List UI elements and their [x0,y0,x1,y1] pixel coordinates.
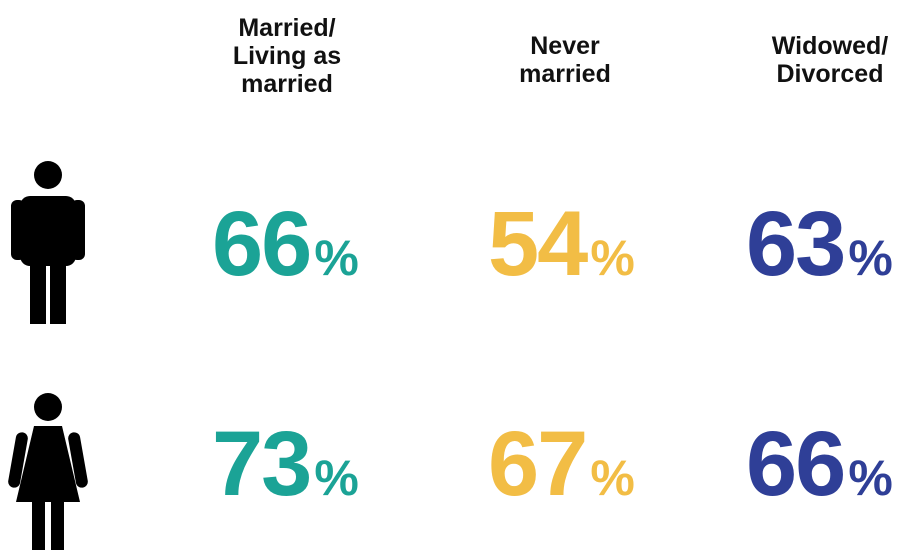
value-number: 66 [212,193,312,295]
value-men-married: 66% [212,198,359,290]
percent-sign: % [314,230,359,286]
header-widowed-divorced: Widowed/ Divorced [771,32,889,88]
percent-sign: % [848,230,893,286]
value-number: 67 [488,413,588,515]
man-icon [11,161,85,324]
value-number: 73 [212,413,312,515]
percent-sign: % [590,450,635,506]
percent-sign: % [590,230,635,286]
value-number: 66 [746,413,846,515]
value-men-never-married: 54% [488,198,635,290]
percent-sign: % [848,450,893,506]
value-number: 63 [746,193,846,295]
value-number: 54 [488,193,588,295]
value-women-married: 73% [212,418,359,510]
woman-icon [8,393,88,550]
percent-sign: % [314,450,359,506]
value-women-never-married: 67% [488,418,635,510]
value-women-widowed-divorced: 66% [746,418,893,510]
header-never-married: Never married [519,32,611,88]
header-married: Married/ Living as married [232,14,342,98]
value-men-widowed-divorced: 63% [746,198,893,290]
